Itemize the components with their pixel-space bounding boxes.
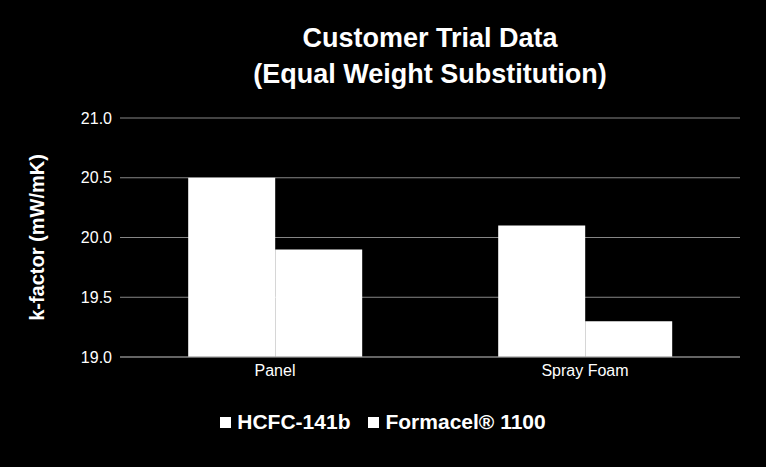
svg-text:19.5: 19.5 (81, 289, 112, 306)
svg-text:19.0: 19.0 (81, 349, 112, 366)
html-text:Formacel® 1100: Formacel® 1100 (385, 410, 546, 433)
svg-text:k-factor (mW/mK): k-factor (mW/mK) (26, 154, 48, 321)
svg-text:20.0: 20.0 (81, 229, 112, 246)
svg-text:Panel: Panel (255, 362, 296, 379)
svg-text:21.0: 21.0 (81, 110, 112, 127)
html-text:HCFC-141b: HCFC-141b (237, 410, 351, 433)
html-text:(Equal Weight Substitution): (Equal Weight Substitution) (253, 59, 607, 89)
html-text:Customer Trial Data: Customer Trial Data (302, 23, 558, 53)
svg-text:Spray Foam: Spray Foam (541, 362, 628, 379)
svg-text:20.5: 20.5 (81, 169, 112, 186)
